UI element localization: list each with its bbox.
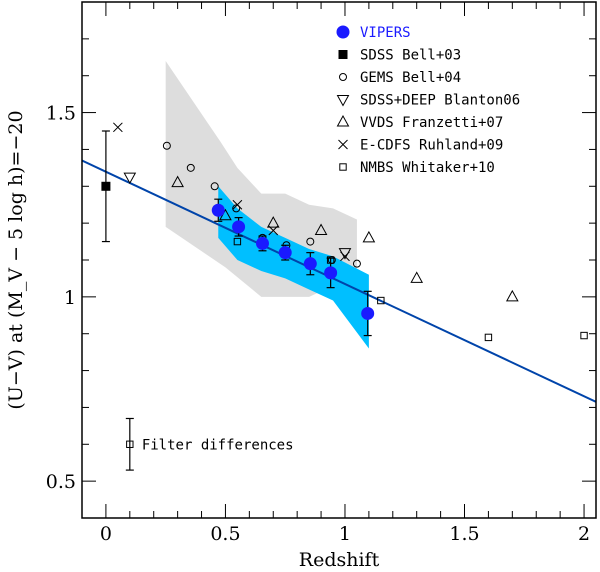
data-point [232, 220, 246, 234]
legend-item: GEMS Bell+04 [339, 70, 461, 86]
data-point [162, 141, 171, 150]
x-tick-label: 0.5 [210, 523, 240, 545]
data-point [362, 230, 376, 243]
data-point [233, 237, 242, 246]
data-point [171, 175, 184, 188]
legend: VIPERS SDSS Bell+03 GEMS Bell+04 SDSS+DEEP … [336, 25, 520, 176]
data-point [232, 204, 241, 213]
legend-label: NMBS Whitaker+10 [360, 160, 495, 176]
y-axis-title: (U−V) at (M_V − 5 log h)=−20 [5, 110, 27, 409]
legend-item: E-CDFS Ruhland+09 [338, 138, 503, 154]
fit-line-layer [82, 159, 596, 403]
data-point [410, 271, 424, 283]
legend-marker [336, 25, 350, 39]
legend-label: VIPERS [360, 25, 411, 41]
data-point [211, 203, 225, 217]
ticks-layer: 0 0.5 1 1.5 2 0.5 1 1.5 [46, 1, 596, 545]
data-point [268, 225, 279, 236]
data-point [340, 251, 350, 262]
data-point [324, 266, 338, 280]
data-point [303, 257, 317, 271]
y-axis-title-text: (U−V) at (M_V − 5 log h)=−20 [5, 110, 27, 409]
data-point [377, 296, 385, 305]
legend-marker [338, 50, 348, 59]
data-point [306, 237, 315, 246]
data-point [101, 181, 111, 191]
legend-item: NMBS Whitaker+10 [339, 160, 495, 176]
legend-label: GEMS Bell+04 [360, 70, 461, 86]
y-tick-label: 0.5 [46, 471, 76, 493]
x-axis-title: Redshift [299, 549, 380, 571]
data-point [232, 199, 243, 210]
legend-marker [339, 73, 347, 81]
data-point [484, 333, 493, 342]
legend-item: SDSS Bell+03 [338, 48, 461, 64]
annotation-marker [126, 440, 134, 448]
data-point [266, 216, 280, 228]
legend-marker [339, 163, 347, 171]
legend-label: VVDS Franzetti+07 [360, 115, 503, 131]
legend-item: VVDS Franzetti+07 [336, 114, 503, 131]
y-tick-label: 1 [64, 287, 76, 309]
x-tick-label: 0 [100, 523, 112, 545]
data-point [580, 331, 588, 340]
data-point [113, 122, 123, 133]
legend-marker [338, 139, 348, 150]
data-point [210, 182, 219, 191]
legend-label: SDSS Bell+03 [360, 48, 461, 64]
legend-item: VIPERS [336, 25, 411, 41]
points-layer [101, 122, 588, 342]
bands-layer [165, 60, 369, 349]
legend-marker [336, 95, 350, 107]
annotation-label: Filter differences [142, 437, 294, 453]
inner-band [218, 186, 369, 349]
legend-marker [336, 114, 350, 127]
fit-line [82, 159, 596, 403]
data-point [361, 306, 375, 320]
legend-item: SDSS+DEEP Blanton06 [336, 93, 520, 109]
data-point [255, 236, 269, 250]
data-point [278, 246, 292, 260]
legend-label: E-CDFS Ruhland+09 [360, 138, 503, 154]
y-tick-label: 1.5 [46, 103, 76, 125]
legend-label: SDSS+DEEP Blanton06 [360, 93, 520, 109]
x-tick-label: 1 [339, 523, 351, 545]
x-tick-label: 1.5 [449, 523, 479, 545]
data-point [186, 163, 195, 172]
filter-annotation: Filter differences [125, 417, 294, 471]
x-tick-label: 2 [578, 523, 590, 545]
data-point [505, 289, 519, 302]
data-point [123, 172, 137, 185]
data-point [352, 259, 361, 268]
data-point [314, 223, 328, 236]
